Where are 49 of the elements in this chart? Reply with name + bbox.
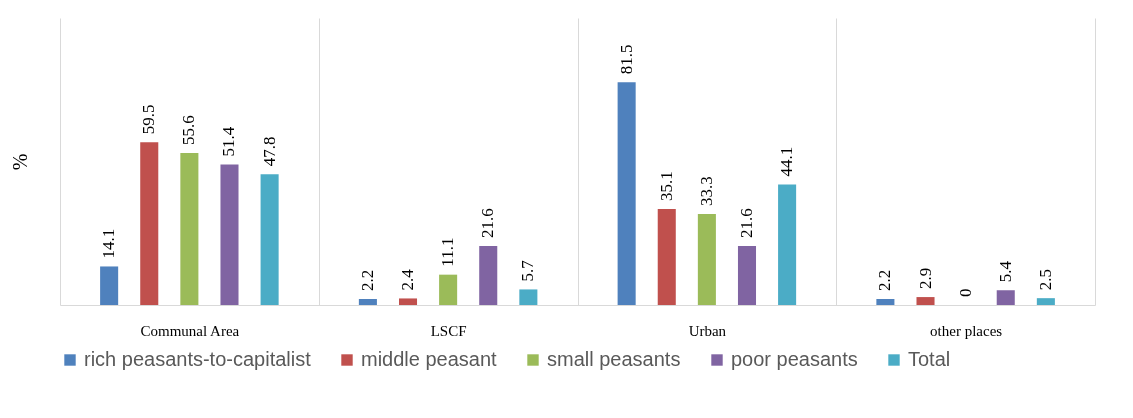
data-label: 51.4 xyxy=(219,126,239,157)
legend-label: Total xyxy=(908,348,951,370)
bar xyxy=(439,274,458,305)
data-label: 5.4 xyxy=(995,260,1015,283)
data-label: 59.5 xyxy=(139,104,159,135)
legend-label: rich peasants-to-capitalist xyxy=(84,348,312,370)
data-label: 55.6 xyxy=(179,115,199,146)
data-label: 47.8 xyxy=(259,136,279,167)
bar xyxy=(100,266,119,305)
data-label: 14.1 xyxy=(99,228,119,259)
x-tick-label: Urban xyxy=(688,322,727,339)
data-label: 11.1 xyxy=(438,237,458,267)
bar xyxy=(697,213,716,305)
legend-label: poor peasants xyxy=(731,348,858,370)
legend-label: small peasants xyxy=(547,348,681,370)
data-label: 33.3 xyxy=(696,176,716,206)
data-label: 2.5 xyxy=(1035,268,1055,291)
bar xyxy=(260,174,279,305)
x-tick-label: other places xyxy=(930,322,1003,339)
data-label: 5.7 xyxy=(518,259,538,282)
data-label: 2.2 xyxy=(875,269,895,291)
data-label: 21.6 xyxy=(478,208,498,238)
bar xyxy=(140,142,159,305)
bar xyxy=(876,298,895,305)
bar xyxy=(180,153,199,305)
data-label: 21.6 xyxy=(736,208,756,238)
data-label: 2.4 xyxy=(398,268,418,291)
bar xyxy=(519,289,538,305)
bar xyxy=(358,298,377,305)
bar xyxy=(916,297,935,305)
bar xyxy=(778,184,797,305)
bar xyxy=(737,245,757,305)
data-label: 44.1 xyxy=(777,146,797,177)
x-tick-label: LSCF xyxy=(430,322,467,339)
data-label: 0 xyxy=(955,288,975,297)
data-label: 2.9 xyxy=(915,267,935,290)
data-label: 2.2 xyxy=(357,269,377,291)
bar xyxy=(617,82,636,305)
bar xyxy=(1036,298,1055,305)
bar xyxy=(996,290,1015,305)
bar xyxy=(479,245,498,305)
bar xyxy=(398,298,418,305)
bar xyxy=(220,164,239,305)
data-label: 81.5 xyxy=(616,44,636,75)
legend-label: middle peasant xyxy=(361,348,498,370)
bar xyxy=(657,209,676,305)
data-label: 35.1 xyxy=(656,171,676,202)
x-tick-label: Communal Area xyxy=(140,322,240,339)
y-axis-title: % xyxy=(8,153,31,171)
